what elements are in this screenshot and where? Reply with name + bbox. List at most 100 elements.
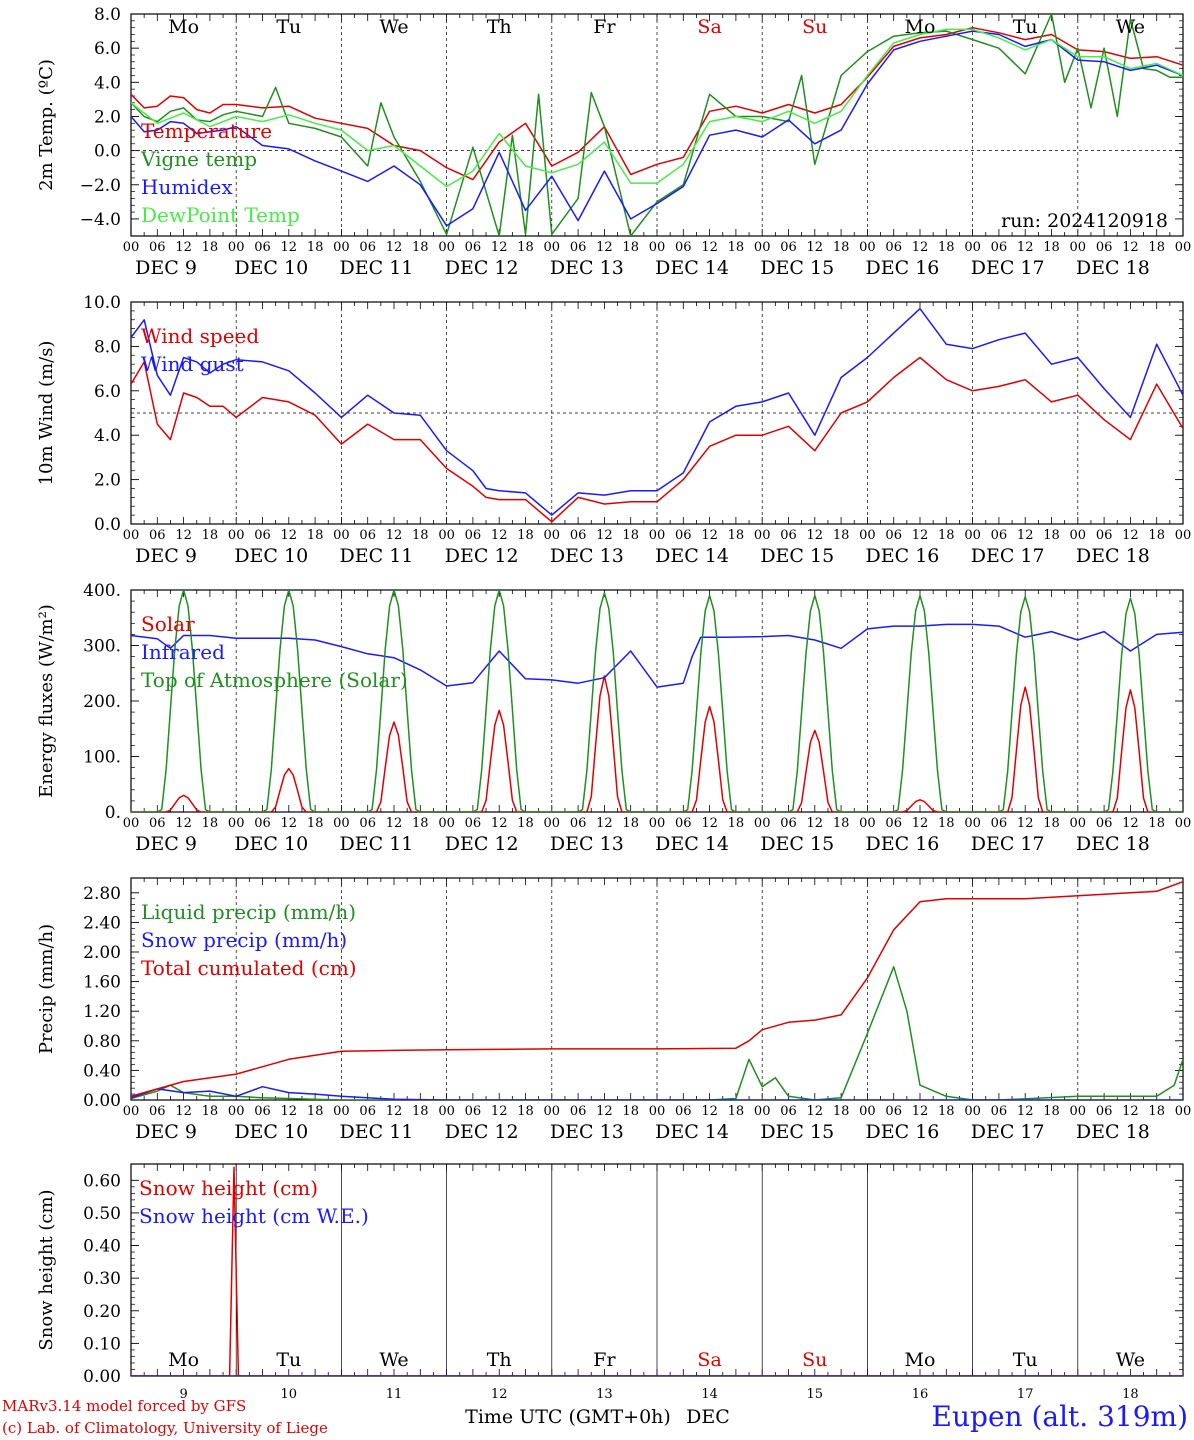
hour-label: 18 — [202, 240, 219, 255]
y-tick-label: 1.20 — [83, 1002, 121, 1022]
series-line — [131, 356, 1183, 523]
hour-label: 00 — [964, 240, 981, 255]
weekday-label: Fr — [593, 16, 616, 38]
hour-label: 12 — [1017, 240, 1034, 255]
hour-label: 06 — [675, 1104, 692, 1119]
weekday-label: We — [379, 16, 408, 38]
hour-label: 18 — [622, 240, 639, 255]
y-axis-title: 2m Temp. (ºC) — [36, 59, 57, 191]
y-tick-label: 6.0 — [94, 382, 121, 402]
hour-label: 06 — [465, 816, 482, 831]
day-label: DEC 18 — [1076, 833, 1150, 855]
hour-label: 12 — [491, 1104, 508, 1119]
y-tick-label: 4.0 — [94, 426, 121, 446]
hour-label: 18 — [412, 240, 429, 255]
legend-entry: Vigne temp — [140, 147, 257, 171]
y-tick-label: −4.0 — [80, 210, 121, 230]
hour-label: 00 — [754, 528, 771, 543]
y-axis-title: Precip (mm/h) — [36, 924, 57, 1054]
panel-1: 8.0 6.0 4.0 2.0 0.0 −2.0 −4.0 2m Temp. (ºC) Temp… — [36, 5, 1191, 279]
day-label: DEC 14 — [655, 257, 729, 279]
hour-label: 00 — [544, 1104, 561, 1119]
day-label: DEC 15 — [760, 545, 834, 567]
day-number: 13 — [596, 1387, 613, 1402]
day-label: DEC 14 — [655, 1121, 729, 1143]
series-line — [131, 880, 1183, 1098]
day-label: DEC 13 — [550, 545, 624, 567]
y-tick-label: 0. — [105, 803, 121, 823]
hour-label: 06 — [885, 240, 902, 255]
hour-label: 00 — [964, 1104, 981, 1119]
hour-label: 00 — [123, 528, 140, 543]
x-axis-title: Time UTC (GMT+0h) — [465, 1406, 671, 1428]
hour-label: 12 — [912, 240, 929, 255]
day-label: DEC 11 — [340, 833, 414, 855]
series-group — [131, 307, 1183, 523]
weekday-label: We — [1116, 16, 1145, 38]
hour-label: 18 — [728, 816, 745, 831]
day-label: DEC 15 — [760, 257, 834, 279]
hour-label: 00 — [754, 240, 771, 255]
weekday-label: Su — [802, 16, 827, 38]
series-line — [131, 28, 1183, 188]
hour-label: 18 — [307, 1104, 324, 1119]
hour-label: 06 — [1096, 816, 1113, 831]
series-line — [131, 623, 1183, 688]
day-label: DEC 16 — [866, 545, 940, 567]
day-number: 12 — [491, 1387, 508, 1402]
hour-label: 18 — [412, 1104, 429, 1119]
hour-label: 18 — [517, 1104, 534, 1119]
hour-label: 00 — [228, 1104, 245, 1119]
hour-label: 00 — [1175, 816, 1192, 831]
hour-label: 18 — [938, 528, 955, 543]
y-axis-title: 10m Wind (m/s) — [36, 341, 57, 486]
weekday-label: Tu — [1013, 1349, 1038, 1371]
legend-entry: Snow height (cm W.E.) — [139, 1204, 369, 1228]
hour-label: 06 — [570, 1104, 587, 1119]
hour-label: 00 — [438, 240, 455, 255]
hour-label: 12 — [701, 240, 718, 255]
day-label: DEC 9 — [135, 833, 197, 855]
hour-label: 06 — [254, 1104, 271, 1119]
y-tick-label: 10.0 — [83, 293, 121, 313]
hour-label: 12 — [807, 1104, 824, 1119]
y-tick-label: 200. — [83, 692, 121, 712]
weekday-label: Sa — [697, 1349, 721, 1371]
hour-label: 06 — [254, 816, 271, 831]
hour-label: 12 — [491, 528, 508, 543]
hour-label: 18 — [202, 816, 219, 831]
day-number: 15 — [807, 1387, 824, 1402]
hour-label: 18 — [307, 816, 324, 831]
hour-label: 06 — [149, 240, 166, 255]
weekday-label: We — [1116, 1349, 1145, 1371]
weekday-label: We — [379, 1349, 408, 1371]
hour-label: 00 — [123, 1104, 140, 1119]
hour-label: 06 — [1096, 1104, 1113, 1119]
legend-entry: Liquid precip (mm/h) — [141, 900, 356, 924]
hour-label: 12 — [807, 240, 824, 255]
panel-4: 2.80 2.40 2.00 1.60 1.20 0.80 0.40 0.00 Precip (… — [36, 877, 1191, 1143]
hour-label: 00 — [754, 1104, 771, 1119]
day-label: DEC 10 — [234, 1121, 308, 1143]
weekday-label: Th — [487, 1349, 512, 1371]
hour-label: 00 — [123, 816, 140, 831]
hour-label: 12 — [1122, 240, 1139, 255]
hour-label: 00 — [1070, 240, 1087, 255]
hour-label: 00 — [859, 528, 876, 543]
y-tick-label: −2.0 — [80, 176, 121, 196]
day-label: DEC 17 — [971, 833, 1045, 855]
hour-label: 06 — [675, 816, 692, 831]
hour-label: 06 — [465, 240, 482, 255]
hour-label: 06 — [149, 528, 166, 543]
legend-entry: Wind gust — [141, 352, 244, 376]
hour-label: 18 — [517, 816, 534, 831]
hour-label: 00 — [438, 528, 455, 543]
hour-label: 12 — [1017, 816, 1034, 831]
hour-label: 12 — [281, 240, 298, 255]
legend-entry: Snow precip (mm/h) — [141, 928, 347, 952]
weekday-label: Tu — [276, 1349, 301, 1371]
hour-label: 18 — [728, 240, 745, 255]
hour-label: 00 — [438, 816, 455, 831]
hour-label: 18 — [833, 816, 850, 831]
